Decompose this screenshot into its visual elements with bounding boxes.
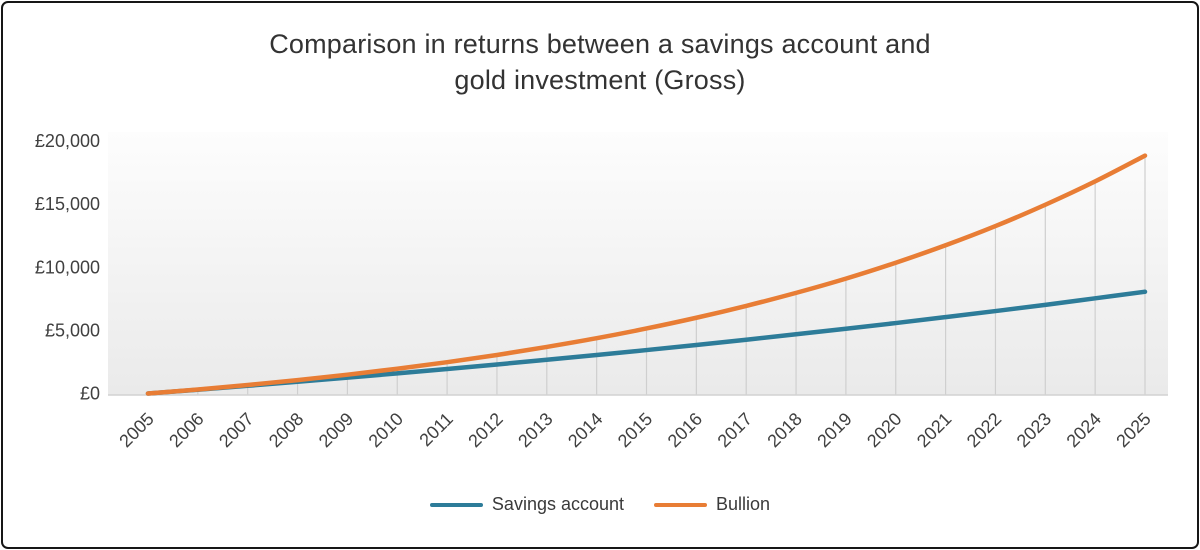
bullion-line-swatch xyxy=(654,502,708,507)
legend-item-savings-account: Savings account xyxy=(429,494,625,515)
x-axis-tick-label: 2018 xyxy=(763,409,805,451)
legend: Savings account Bullion xyxy=(0,494,1200,515)
x-axis-tick-label: 2019 xyxy=(813,409,855,451)
y-axis-tick-label: £10,000 xyxy=(35,257,100,277)
x-axis-tick-label: 2005 xyxy=(115,409,157,451)
chart-title-line-2: gold investment (Gross) xyxy=(454,65,746,95)
chart-title-line-1: Comparison in returns between a savings … xyxy=(269,29,931,59)
x-axis-tick-label: 2023 xyxy=(1013,409,1055,451)
x-axis-tick-label: 2015 xyxy=(614,409,656,451)
y-axis-tick-label: £20,000 xyxy=(35,131,100,151)
bullion-line xyxy=(145,153,1148,396)
y-axis-tick-label: £0 xyxy=(80,384,100,404)
x-axis-tick-label: 2010 xyxy=(365,409,407,451)
x-axis-tick-label: 2017 xyxy=(714,409,756,451)
x-axis-tick-label: 2006 xyxy=(165,409,207,451)
x-axis-tick-label: 2009 xyxy=(315,409,357,451)
legend-item-bullion: Bullion xyxy=(654,494,770,515)
x-axis-tick-label: 2008 xyxy=(265,409,307,451)
plot-background xyxy=(108,132,1168,395)
x-axis-tick-label: 2024 xyxy=(1063,409,1105,451)
y-axis-tick-label: £15,000 xyxy=(35,194,100,214)
x-axis-tick-label: 2012 xyxy=(464,409,506,451)
legend-label-savings-account: Savings account xyxy=(491,494,625,514)
legend-label-bullion: Bullion xyxy=(716,494,771,514)
x-axis-tick-label: 2020 xyxy=(863,409,905,451)
x-axis-tick-label: 2007 xyxy=(215,409,257,451)
x-axis-tick-label: 2014 xyxy=(564,409,606,451)
x-axis-tick-label: 2016 xyxy=(664,409,706,451)
savings-account-line-swatch xyxy=(429,502,483,507)
x-axis-tick-label: 2013 xyxy=(514,409,556,451)
x-axis-tick-label: 2021 xyxy=(913,409,955,451)
x-axis-tick-label: 2011 xyxy=(415,409,457,451)
x-axis-tick-label: 2025 xyxy=(1112,409,1154,451)
x-axis-tick-label: 2022 xyxy=(963,409,1005,451)
y-axis-tick-label: £5,000 xyxy=(45,320,100,340)
chart-title: Comparison in returns between a savings … xyxy=(0,26,1200,98)
